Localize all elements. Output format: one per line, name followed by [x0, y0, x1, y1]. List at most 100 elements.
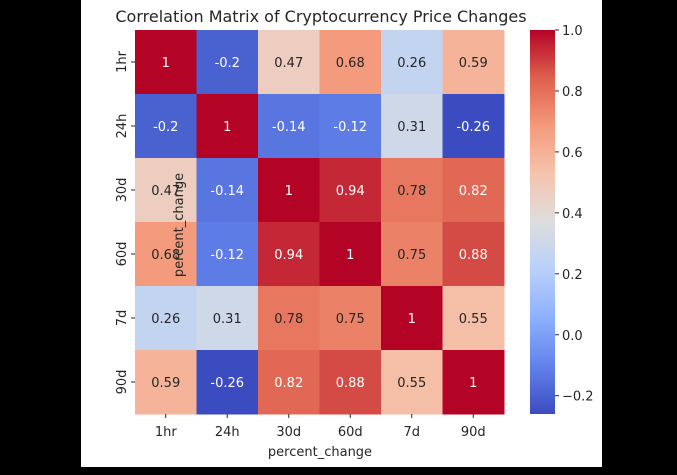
heatmap-cell — [442, 94, 505, 159]
cell-value-label: 0.94 — [274, 248, 303, 263]
x-tick-label: 60d — [338, 425, 363, 440]
heatmap-cell — [442, 158, 505, 223]
heatmap-cell — [319, 158, 382, 223]
heatmap-cell — [135, 350, 197, 415]
chart-title: Correlation Matrix of Cryptocurrency Pri… — [115, 7, 526, 26]
heatmap-cell — [381, 350, 443, 415]
cell-value-label: -0.26 — [456, 120, 490, 135]
heatmap-cell — [381, 158, 443, 223]
y-tick-label: 1hr — [115, 50, 130, 73]
heatmap-cell — [196, 222, 259, 287]
x-axis-label: percent_change — [268, 445, 372, 460]
heatmap-cell — [381, 94, 443, 159]
cell-value-label: 0.75 — [336, 312, 365, 327]
x-tick-label: 90d — [461, 425, 486, 440]
heatmap-cell — [381, 286, 443, 351]
heatmap-cell — [442, 286, 505, 351]
cell-value-label: 0.55 — [397, 376, 426, 391]
x-tick-label: 24h — [215, 425, 240, 440]
colorbar-tick-label: 0.2 — [562, 268, 583, 283]
y-tick-label: 7d — [115, 310, 130, 327]
cell-value-label: -0.12 — [210, 248, 244, 263]
colorbar-tick-label: −0.2 — [562, 390, 594, 405]
heatmap-cell — [442, 30, 505, 95]
heatmap-cell — [196, 94, 259, 159]
cell-value-label: 0.82 — [459, 184, 488, 199]
cell-value-label: -0.14 — [210, 184, 244, 199]
heatmap-cell — [196, 286, 259, 351]
heatmap-cell — [381, 30, 443, 95]
heatmap-cell — [381, 222, 443, 287]
heatmap-cell — [258, 222, 320, 287]
colorbar-tick-label: 0.0 — [562, 329, 583, 344]
heatmap-cell — [319, 350, 382, 415]
cell-value-label: 0.88 — [336, 376, 365, 391]
heatmap-cell — [135, 158, 197, 223]
heatmap-cell — [196, 350, 259, 415]
cell-value-label: 0.26 — [151, 312, 180, 327]
cell-value-label: 1 — [285, 184, 293, 199]
colorbar-tick-label: 0.8 — [562, 85, 583, 100]
heatmap-cell — [258, 350, 320, 415]
heatmap-cell — [135, 222, 197, 287]
x-tick-label: 30d — [276, 425, 301, 440]
cell-value-label: 0.75 — [397, 248, 426, 263]
heatmap-cell — [319, 222, 382, 287]
y-tick-label: 30d — [115, 178, 130, 203]
chart-figure: Correlation Matrix of Cryptocurrency Pri… — [81, 0, 602, 467]
cell-value-label: -0.26 — [210, 376, 244, 391]
cell-value-label: 0.59 — [459, 56, 488, 71]
heatmap-cell — [319, 94, 382, 159]
cell-value-label: 0.82 — [274, 376, 303, 391]
cell-value-label: 1 — [346, 248, 354, 263]
cell-value-label: 1 — [162, 56, 170, 71]
heatmap-cell — [258, 30, 320, 95]
y-tick-label: 24h — [115, 114, 130, 139]
cell-value-label: 0.68 — [336, 56, 365, 71]
cell-value-label: 0.31 — [213, 312, 242, 327]
cell-value-label: 0.55 — [459, 312, 488, 327]
cell-value-label: 1 — [469, 376, 477, 391]
heatmap-cell — [442, 222, 505, 287]
cell-value-label: 0.68 — [151, 248, 180, 263]
x-axis: 1hr 24h 30d 60d 7d 90d — [155, 414, 486, 440]
heatmap-cell — [135, 286, 197, 351]
cell-value-label: 0.78 — [274, 312, 303, 327]
cell-value-label: 0.47 — [274, 56, 303, 71]
x-tick-label: 7d — [403, 425, 420, 440]
cell-value-label: -0.2 — [153, 120, 178, 135]
colorbar-tick-label: 1.0 — [562, 24, 583, 39]
cell-value-label: 1 — [408, 312, 416, 327]
heatmap-cell — [258, 158, 320, 223]
heatmap-cell — [258, 94, 320, 159]
heatmap-cell — [258, 286, 320, 351]
heatmap-cell — [319, 30, 382, 95]
cell-value-label: 0.78 — [397, 184, 426, 199]
cell-value-label: -0.2 — [215, 56, 240, 71]
y-axis-label: percent_change — [172, 173, 187, 277]
heatmap-cell — [442, 350, 505, 415]
cell-value-label: 0.94 — [336, 184, 365, 199]
cell-value-label: 0.59 — [151, 376, 180, 391]
colorbar-tick-label: 0.4 — [562, 207, 583, 222]
cell-value-label: 0.31 — [397, 120, 426, 135]
heatmap-cell — [135, 94, 197, 159]
y-axis: 1hr 24h 30d 60d 7d 90d — [115, 50, 135, 394]
colorbar-ticks: −0.2 0.0 0.2 0.4 0.6 0.8 1.0 — [555, 24, 594, 405]
cell-value-label: 1 — [223, 120, 231, 135]
heatmap-cell — [196, 30, 259, 95]
colorbar — [530, 30, 555, 414]
heatmap-cell — [196, 158, 259, 223]
cell-labels: 1 -0.2 0.47 0.68 0.26 0.59 -0.2 1 -0.14 -0.12 0.31… — [151, 56, 490, 391]
heatmap-cell — [319, 286, 382, 351]
cell-value-label: 0.26 — [397, 56, 426, 71]
heatmap-cell — [135, 30, 197, 95]
cell-value-label: 0.47 — [151, 184, 180, 199]
x-tick-label: 1hr — [155, 425, 178, 440]
colorbar-tick-label: 0.6 — [562, 146, 583, 161]
heatmap-chart: Correlation Matrix of Cryptocurrency Pri… — [115, 7, 594, 460]
cell-value-label: -0.14 — [272, 120, 306, 135]
y-tick-label: 60d — [115, 242, 130, 267]
cell-value-label: 0.88 — [459, 248, 488, 263]
y-tick-label: 90d — [115, 370, 130, 395]
